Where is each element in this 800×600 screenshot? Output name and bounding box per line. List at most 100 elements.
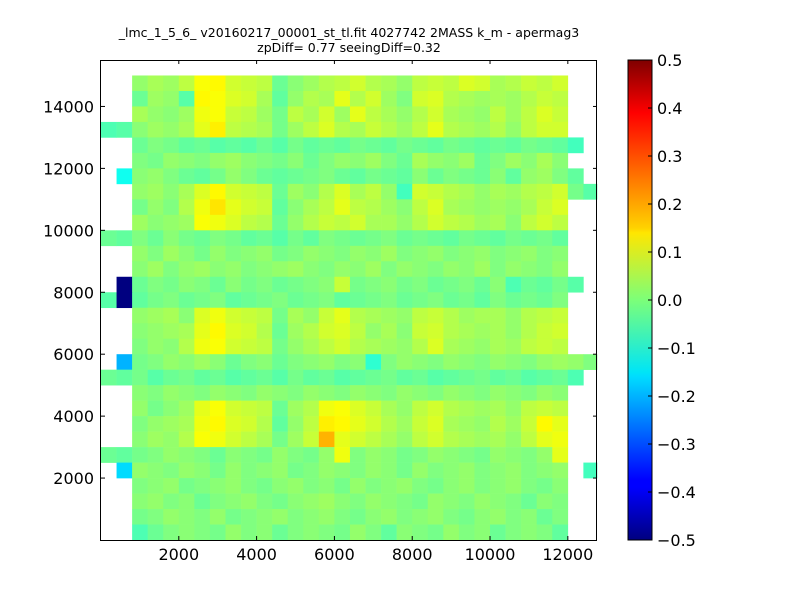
heatmap-cell bbox=[287, 323, 304, 340]
heatmap-cell bbox=[147, 447, 164, 463]
heatmap-cell bbox=[349, 338, 366, 355]
heatmap-cell bbox=[521, 245, 537, 262]
heatmap-cell bbox=[318, 524, 335, 541]
heatmap-cell bbox=[412, 137, 429, 154]
heatmap-cell bbox=[303, 447, 320, 463]
heatmap-cell bbox=[209, 416, 226, 432]
heatmap-cell bbox=[209, 400, 226, 417]
heatmap-cell bbox=[116, 292, 133, 309]
heatmap-cell bbox=[303, 493, 320, 510]
heatmap-cell bbox=[178, 106, 195, 123]
heatmap-cell bbox=[147, 462, 164, 479]
heatmap-cell bbox=[552, 90, 569, 107]
heatmap-cell bbox=[349, 323, 366, 340]
heatmap-cell bbox=[536, 524, 553, 541]
heatmap-cell bbox=[521, 137, 537, 154]
heatmap-cell bbox=[427, 416, 444, 432]
heatmap-cell bbox=[349, 400, 366, 417]
heatmap-cell bbox=[349, 121, 366, 138]
heatmap-cell bbox=[536, 462, 553, 479]
heatmap-cell bbox=[256, 121, 273, 138]
heatmap-cell bbox=[178, 493, 195, 510]
heatmap-cell bbox=[521, 509, 537, 525]
heatmap-cell bbox=[505, 152, 522, 169]
heatmap-cell bbox=[521, 183, 537, 200]
heatmap-cell bbox=[178, 307, 195, 324]
heatmap-cell bbox=[194, 230, 211, 247]
heatmap-cell bbox=[474, 75, 491, 92]
heatmap-cell bbox=[194, 75, 211, 92]
heatmap-cell bbox=[132, 292, 148, 309]
heatmap-cell bbox=[536, 478, 553, 494]
heatmap-cell bbox=[412, 199, 429, 216]
heatmap-cell bbox=[365, 106, 382, 123]
heatmap-cell bbox=[178, 338, 195, 355]
heatmap-cell bbox=[256, 152, 273, 169]
heatmap-cell bbox=[163, 245, 180, 262]
heatmap-cell bbox=[427, 261, 444, 278]
heatmap-cell bbox=[536, 245, 553, 262]
heatmap-cell bbox=[147, 199, 164, 216]
heatmap-cell bbox=[536, 261, 553, 278]
heatmap-cell bbox=[365, 261, 382, 278]
colorbar-tick-label: −0.4 bbox=[657, 483, 696, 502]
heatmap-cell bbox=[536, 369, 553, 386]
heatmap-cell bbox=[505, 307, 522, 324]
heatmap-cell bbox=[116, 447, 133, 463]
heatmap-cell bbox=[318, 338, 335, 355]
heatmap-cell bbox=[287, 478, 304, 494]
heatmap-cell bbox=[287, 261, 304, 278]
heatmap-cell bbox=[163, 323, 180, 340]
heatmap-cell bbox=[147, 493, 164, 510]
heatmap-cell bbox=[349, 214, 366, 231]
heatmap-cell bbox=[194, 261, 211, 278]
heatmap-cell bbox=[474, 509, 491, 525]
colorbar-ticks: 0.5 0.4 0.3 0.2 0.1 0.0 −0.1 −0.2 −0.3 −0.4 −0.5 bbox=[648, 51, 696, 550]
heatmap-cell bbox=[474, 447, 491, 463]
heatmap-cell bbox=[458, 75, 475, 92]
heatmap-cell bbox=[287, 369, 304, 386]
heatmap-cell bbox=[132, 462, 148, 479]
heatmap-cell bbox=[396, 385, 413, 401]
heatmap-cell bbox=[318, 75, 335, 92]
heatmap-cell bbox=[474, 261, 491, 278]
heatmap-cell bbox=[381, 338, 397, 355]
heatmap-cell bbox=[287, 214, 304, 231]
heatmap-cell bbox=[209, 245, 226, 262]
heatmap-cell bbox=[163, 121, 180, 138]
heatmap-cell bbox=[474, 416, 491, 432]
heatmap-cell bbox=[412, 106, 429, 123]
heatmap-cell bbox=[505, 230, 522, 247]
heatmap-cell bbox=[536, 323, 553, 340]
heatmap-cell bbox=[318, 137, 335, 154]
heatmap-cell bbox=[505, 369, 522, 386]
heatmap-cell bbox=[365, 152, 382, 169]
heatmap-cell bbox=[474, 292, 491, 309]
heatmap-cell bbox=[163, 152, 180, 169]
heatmap-cell bbox=[209, 261, 226, 278]
heatmap-cell bbox=[536, 416, 553, 432]
heatmap-cell bbox=[490, 524, 506, 541]
heatmap-cell bbox=[521, 121, 537, 138]
heatmap-cell bbox=[194, 369, 211, 386]
heatmap-cell bbox=[272, 152, 289, 169]
heatmap-cell bbox=[412, 214, 429, 231]
heatmap-cell bbox=[241, 385, 257, 401]
heatmap-cell bbox=[272, 183, 289, 200]
heatmap-cell bbox=[412, 261, 429, 278]
heatmap-cell bbox=[474, 245, 491, 262]
heatmap-cell bbox=[474, 431, 491, 448]
heatmap-cell bbox=[194, 478, 211, 494]
heatmap-cell bbox=[225, 137, 242, 154]
heatmap-cell bbox=[225, 431, 242, 448]
heatmap-cell bbox=[505, 137, 522, 154]
colorbar-tick-label: −0.1 bbox=[657, 339, 696, 358]
heatmap-cell bbox=[365, 431, 382, 448]
heatmap-cell bbox=[256, 354, 273, 370]
heatmap-cell bbox=[474, 90, 491, 107]
heatmap-cell bbox=[318, 183, 335, 200]
heatmap-cell bbox=[209, 292, 226, 309]
heatmap-cell bbox=[194, 431, 211, 448]
heatmap-cell bbox=[381, 478, 397, 494]
heatmap-cell bbox=[396, 416, 413, 432]
